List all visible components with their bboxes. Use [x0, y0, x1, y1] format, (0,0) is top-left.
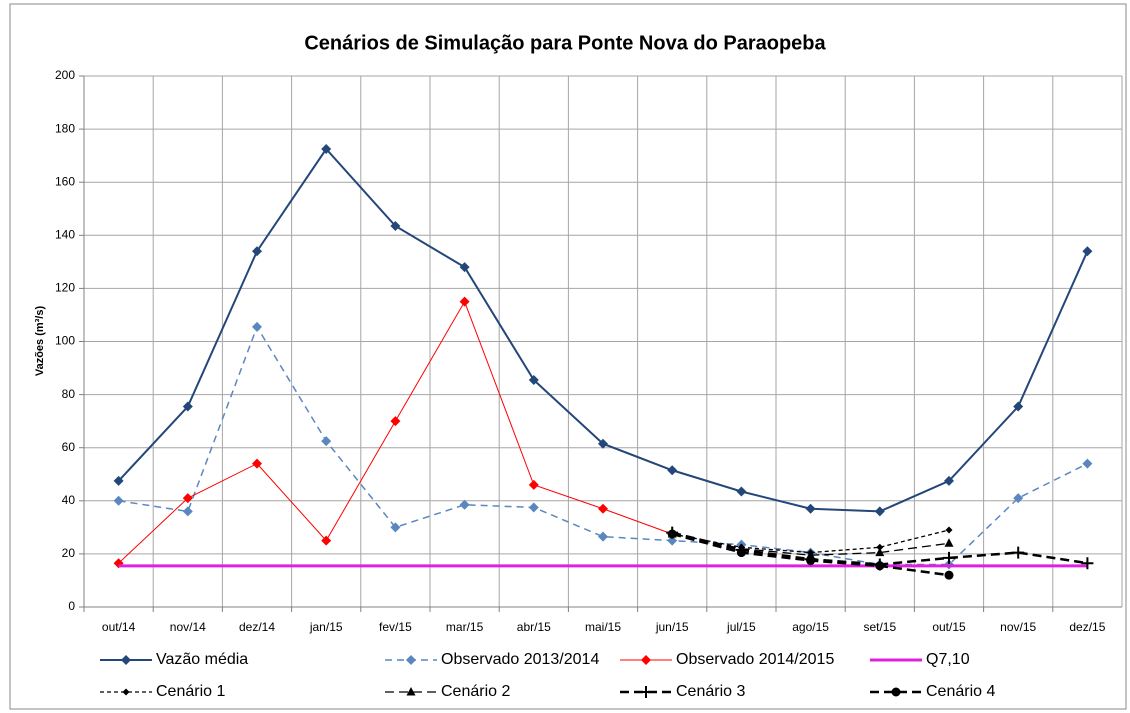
legend-marker	[121, 655, 131, 665]
y-axis-label: Vazões (m³/s)	[34, 306, 46, 377]
marker	[598, 503, 608, 514]
marker	[1013, 493, 1024, 504]
legend-label: Cenário 1	[156, 683, 225, 700]
x-tick-label: out/14	[102, 620, 136, 634]
legend-label: Vazão média	[156, 651, 248, 668]
y-tick-label: 160	[55, 174, 75, 188]
legend-label: Observado 2014/2015	[676, 651, 834, 668]
marker	[598, 531, 608, 542]
x-tick-label: dez/15	[1069, 620, 1105, 634]
y-tick-label: 140	[55, 227, 75, 241]
y-tick-label: 180	[55, 121, 75, 135]
marker	[667, 535, 678, 546]
marker	[459, 262, 470, 273]
x-tick-label: out/15	[932, 620, 966, 634]
marker	[182, 401, 193, 412]
legend-label: Cenário 3	[676, 683, 745, 700]
x-tick-label: abr/15	[517, 620, 551, 634]
legend-label: Q7,10	[926, 651, 970, 668]
marker	[390, 221, 401, 232]
legend-marker	[406, 687, 416, 696]
marker	[321, 436, 332, 447]
series-line	[672, 529, 950, 554]
legend-marker	[122, 688, 130, 696]
legend-marker	[640, 686, 652, 698]
marker	[875, 561, 885, 571]
y-tick-label: 200	[55, 68, 75, 82]
marker	[806, 556, 816, 566]
marker	[182, 493, 193, 504]
marker	[943, 551, 955, 564]
marker	[113, 495, 124, 506]
y-tick-label: 0	[68, 599, 75, 613]
x-tick-label: mai/15	[585, 620, 621, 634]
marker	[252, 458, 262, 469]
marker	[1081, 557, 1094, 570]
legend-marker	[891, 687, 901, 697]
marker	[528, 502, 539, 513]
marker	[805, 503, 816, 514]
marker	[945, 526, 953, 534]
legend-label: Observado 2013/2014	[441, 651, 599, 668]
y-tick-label: 100	[55, 334, 75, 348]
marker	[667, 465, 678, 476]
marker	[321, 535, 332, 546]
x-tick-label: jul/15	[726, 620, 756, 634]
x-tick-label: ago/15	[792, 620, 829, 634]
marker	[321, 144, 332, 155]
marker	[182, 506, 193, 517]
chart-title: Cenários de Simulação para Ponte Nova do…	[304, 32, 826, 54]
x-tick-label: jun/15	[655, 620, 689, 634]
y-tick-label: 40	[62, 493, 76, 507]
x-tick-label: jan/15	[309, 620, 343, 634]
marker	[252, 246, 262, 257]
marker	[736, 548, 746, 558]
marker	[598, 438, 608, 449]
legend-label: Cenário 4	[926, 683, 995, 700]
x-tick-label: fev/15	[379, 620, 412, 634]
y-tick-label: 120	[55, 281, 75, 295]
marker	[390, 522, 401, 533]
legend-marker	[406, 655, 416, 665]
marker	[736, 486, 747, 497]
marker	[1082, 458, 1093, 469]
x-tick-label: nov/14	[170, 620, 206, 634]
x-tick-label: mar/15	[446, 620, 484, 634]
y-tick-label: 80	[62, 387, 76, 401]
marker	[252, 321, 262, 332]
x-tick-label: set/15	[863, 620, 896, 634]
marker	[459, 499, 470, 510]
marker	[667, 529, 677, 539]
marker	[1082, 246, 1093, 257]
marker	[390, 416, 401, 427]
marker	[1012, 546, 1025, 559]
legend-marker	[641, 655, 651, 665]
marker	[874, 506, 885, 517]
x-tick-label: dez/14	[239, 620, 275, 634]
x-tick-label: nov/15	[1000, 620, 1036, 634]
marker	[876, 543, 884, 551]
y-tick-label: 20	[62, 546, 76, 560]
marker	[944, 570, 954, 580]
legend-label: Cenário 2	[441, 683, 510, 700]
y-tick-label: 60	[62, 440, 76, 454]
marker	[459, 296, 470, 307]
marker	[1013, 401, 1024, 412]
marker	[113, 475, 124, 486]
marker	[875, 547, 885, 557]
marker	[528, 479, 539, 490]
marker	[944, 475, 954, 486]
marker	[528, 374, 539, 385]
marker	[944, 538, 954, 547]
